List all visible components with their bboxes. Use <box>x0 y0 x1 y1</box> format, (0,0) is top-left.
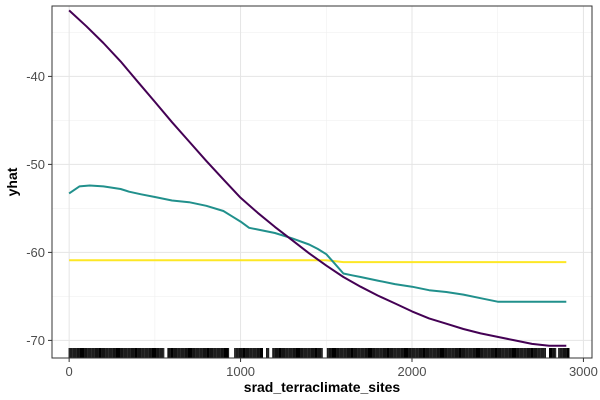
panel-border <box>51 5 593 359</box>
x-axis-ticks: 0 1000 2000 3000 <box>66 358 598 379</box>
series-line-3 <box>69 259 567 264</box>
x-tick-label: 0 <box>66 364 73 379</box>
x-tick-label: 1000 <box>226 364 255 379</box>
y-tick-label: -40 <box>26 69 45 84</box>
rug-marks <box>68 348 570 358</box>
y-tick-label: -50 <box>26 157 45 172</box>
y-axis-ticks: -40 -50 -60 -70 <box>26 69 52 348</box>
x-tick-label: 3000 <box>569 364 598 379</box>
y-tick-label: -60 <box>26 245 45 260</box>
y-tick-label: -70 <box>26 333 45 348</box>
series-lines <box>68 9 567 347</box>
y-axis-title: yhat <box>4 167 20 196</box>
x-tick-label: 2000 <box>398 364 427 379</box>
x-axis-title: srad_terraclimate_sites <box>244 379 401 395</box>
series-line-2 <box>68 184 567 303</box>
series-line-1 <box>68 9 567 347</box>
